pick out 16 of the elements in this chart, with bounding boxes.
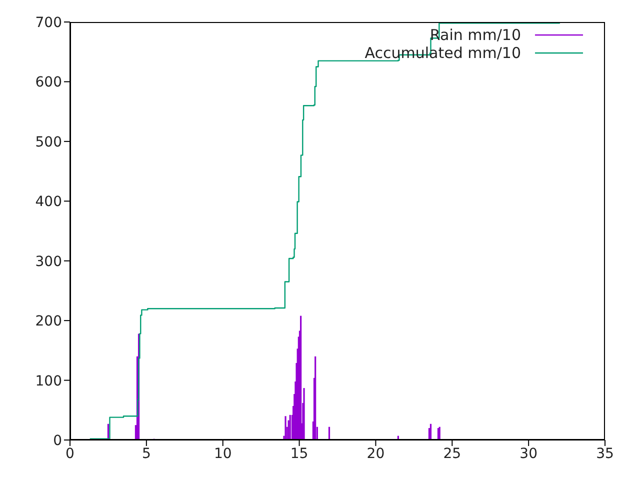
y-tick-label: 200 [35,314,62,330]
x-tick-label: 10 [214,446,232,462]
x-tick-label: 25 [443,446,462,462]
y-tick-label: 400 [35,194,62,210]
x-tick-label: 35 [596,446,614,462]
y-tick-label: 700 [35,14,62,31]
x-tick-label: 0 [66,446,74,462]
y-tick-label: 0 [53,432,62,449]
x-tick-label: 15 [290,446,308,462]
x-tick-label: 5 [142,446,151,462]
x-tick-label: 30 [520,446,538,462]
y-tick-label: 100 [35,373,62,390]
y-tick-label: 300 [35,254,62,270]
x-tick-label: 20 [366,446,385,462]
y-tick-label: 600 [35,74,62,91]
y-tick-label: 500 [35,134,62,150]
